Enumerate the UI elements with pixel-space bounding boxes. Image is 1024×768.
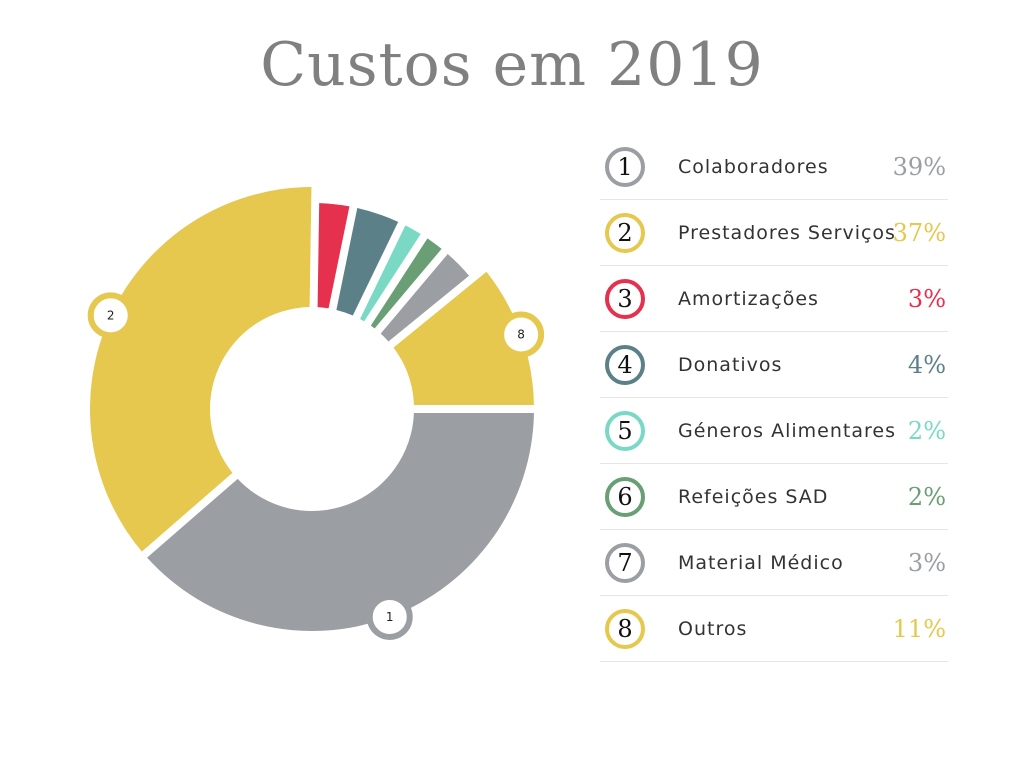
pie-slice-7: [380, 254, 470, 342]
legend-percentage: 11%: [892, 615, 946, 643]
legend-label: Material Médico: [678, 552, 844, 574]
legend-label: Colaboradores: [678, 156, 829, 178]
legend-number-badge: 5: [605, 411, 645, 451]
slice-marker-8: 8: [498, 311, 545, 358]
legend-number-badge: 7: [605, 543, 645, 583]
legend-item: 6 Refeições SAD 2%: [600, 464, 948, 530]
legend-item: 7 Material Médico 3%: [600, 530, 948, 596]
legend-item: 2 Prestadores Serviços 37%: [600, 200, 948, 266]
slice-marker-1: 1: [366, 593, 413, 640]
pie-slice-3: [317, 203, 350, 309]
slice-marker-label: 2: [107, 308, 115, 322]
legend-percentage: 2%: [907, 417, 946, 445]
legend-percentage: 2%: [907, 483, 946, 511]
legend-label: Refeições SAD: [678, 486, 829, 508]
legend-percentage: 37%: [892, 219, 946, 247]
pie-slice-5: [360, 225, 421, 322]
legend: 1 Colaboradores 39% 2 Prestadores Serviços 37…: [600, 134, 948, 662]
legend-percentage: 3%: [907, 549, 946, 577]
legend-number-badge: 6: [605, 477, 645, 517]
legend-percentage: 4%: [907, 351, 946, 379]
slice-marker-ring: [87, 292, 134, 339]
pie-slice-4: [336, 208, 399, 316]
legend-item: 3 Amortizações 3%: [600, 266, 948, 332]
slice-marker-ring: [366, 593, 413, 640]
legend-label: Géneros Alimentares: [678, 420, 896, 442]
pie-slice-8: [393, 271, 534, 406]
slice-marker-label: 8: [517, 328, 525, 342]
legend-item: 4 Donativos 4%: [600, 332, 948, 398]
legend-label: Donativos: [678, 354, 783, 376]
legend-label: Outros: [678, 618, 748, 640]
legend-number-badge: 2: [605, 213, 645, 253]
slice-marker-2: 2: [87, 292, 134, 339]
chart-title: Custos em 2019: [260, 30, 764, 100]
legend-number-badge: 8: [605, 609, 645, 649]
pie-slice-6: [370, 238, 442, 329]
legend-number-badge: 1: [605, 147, 645, 187]
legend-label: Prestadores Serviços: [678, 222, 896, 244]
legend-item: 5 Géneros Alimentares 2%: [600, 398, 948, 464]
legend-label: Amortizações: [678, 288, 819, 310]
legend-item: 1 Colaboradores 39%: [600, 134, 948, 200]
legend-item: 8 Outros 11%: [600, 596, 948, 662]
slice-marker-label: 1: [386, 610, 394, 624]
pie-slice-1: [147, 412, 534, 631]
slice-marker-ring: [498, 311, 545, 358]
legend-percentage: 39%: [892, 153, 946, 181]
pie-slice-2: [90, 187, 312, 552]
legend-number-badge: 3: [605, 279, 645, 319]
legend-percentage: 3%: [907, 285, 946, 313]
legend-number-badge: 4: [605, 345, 645, 385]
